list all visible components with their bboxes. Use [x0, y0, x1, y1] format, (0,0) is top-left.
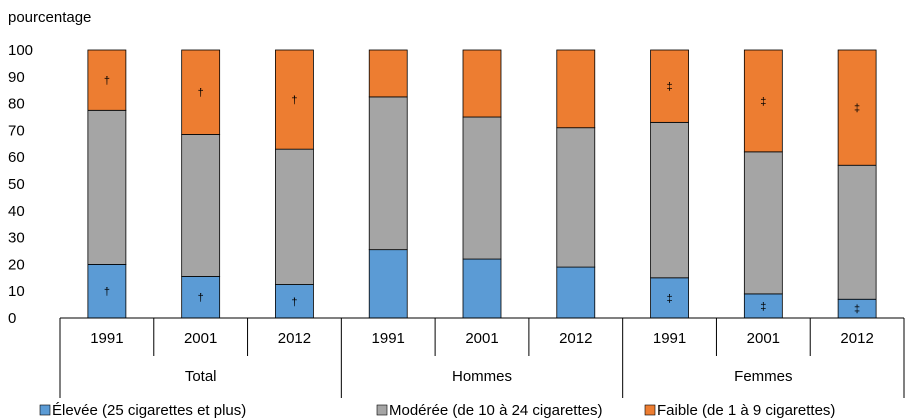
x-tick-label: 2012	[840, 330, 873, 347]
bar-segment	[368, 249, 408, 319]
y-axis: 0 10 20 30 40 50 60 70 80 90 100	[8, 42, 33, 327]
bar-segment	[275, 148, 314, 285]
y-tick-label: 20	[8, 256, 25, 273]
legend-swatch	[39, 404, 51, 416]
x-tick-label: 1991	[90, 330, 123, 347]
bar-segment	[181, 134, 221, 277]
bar-segment	[368, 49, 408, 98]
significance-marker: ‡	[666, 81, 672, 93]
y-tick-label: 70	[8, 122, 25, 139]
bar-segment	[87, 109, 127, 265]
significance-marker: †	[104, 286, 110, 298]
significance-marker: ‡	[854, 103, 860, 115]
significance-marker: †	[291, 95, 297, 107]
significance-marker: ‡	[666, 293, 672, 305]
bar-segment	[462, 49, 502, 118]
y-tick-label: 0	[8, 310, 16, 327]
x-axis: 1991 2001 2012 Total 1991 2001 2012 Hommes 1991 2…	[59, 317, 905, 398]
y-tick-label: 50	[8, 176, 25, 193]
x-group-label: Femmes	[734, 368, 792, 385]
x-tick-label: 2012	[559, 330, 592, 347]
x-tick-label: 2001	[747, 330, 780, 347]
bar-segment	[556, 266, 596, 319]
significance-marker: ‡	[760, 301, 766, 313]
bar-segment	[462, 116, 502, 260]
y-tick-label: 60	[8, 149, 25, 166]
x-tick-label: 2001	[184, 330, 217, 347]
legend: Élevée (25 cigarettes et plus) Modérée (d…	[39, 402, 835, 418]
bar-segment	[368, 96, 408, 251]
x-tick-label: 2001	[465, 330, 498, 347]
bar-segment	[181, 49, 221, 135]
significance-marker: †	[198, 87, 204, 99]
x-group-label: Total	[185, 368, 217, 385]
significance-marker: †	[104, 75, 110, 87]
significance-marker: †	[198, 292, 204, 304]
bar-segment	[87, 49, 127, 111]
y-tick-label: 30	[8, 230, 25, 247]
legend-swatch	[376, 404, 388, 416]
x-tick-label: 1991	[653, 330, 686, 347]
y-axis-label: pourcentage	[8, 9, 91, 26]
bar-segment	[650, 121, 689, 279]
legend-label: Faible (de 1 à 9 cigarettes)	[657, 402, 835, 418]
bar-segment	[837, 164, 877, 300]
x-group-label: Hommes	[452, 368, 512, 385]
x-tick-label: 1991	[372, 330, 405, 347]
bar-segment	[556, 49, 596, 129]
bar-segment	[743, 49, 783, 153]
y-tick-label: 100	[8, 42, 33, 59]
legend-label: Modérée (de 10 à 24 cigarettes)	[389, 402, 602, 418]
significance-marker: †	[291, 296, 297, 308]
y-tick-label: 40	[8, 203, 25, 220]
significance-markers: † † † † † † ‡ ‡ ‡ ‡ ‡ ‡	[104, 75, 860, 315]
y-tick-label: 80	[8, 96, 25, 113]
legend-label: Élevée (25 cigarettes et plus)	[52, 402, 246, 418]
bar-segment	[650, 49, 689, 123]
y-tick-label: 90	[8, 69, 25, 86]
x-tick-label: 2012	[278, 330, 311, 347]
y-tick-label: 10	[8, 283, 25, 300]
bar-segment	[462, 258, 502, 319]
bar-segment	[87, 263, 127, 319]
bar-segment	[837, 49, 877, 166]
bar-segment	[556, 127, 596, 268]
significance-marker: ‡	[760, 96, 766, 108]
legend-swatch	[644, 404, 656, 416]
bar-segment	[743, 151, 783, 295]
bars	[87, 49, 877, 319]
bar-segment	[275, 49, 314, 150]
significance-marker: ‡	[854, 304, 860, 316]
